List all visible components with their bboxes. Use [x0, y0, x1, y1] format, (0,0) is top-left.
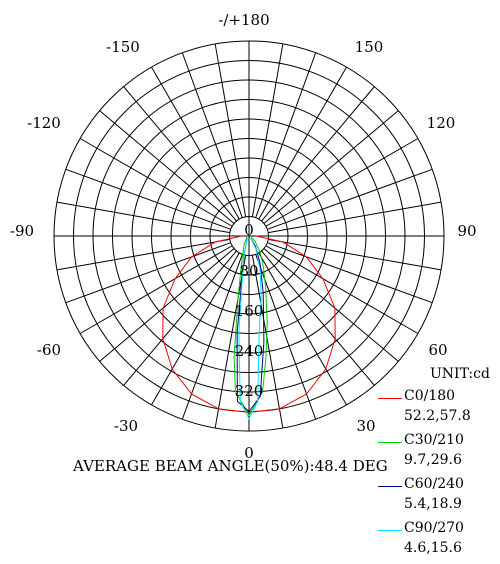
legend-swatch-c0 — [378, 398, 402, 399]
polar-grid — [53, 40, 445, 432]
radial-label-240: 240 — [235, 342, 264, 360]
grid-spoke — [258, 252, 347, 406]
legend-swatch-c30 — [378, 442, 402, 443]
legend-values-c90: 4.6,15.6 — [404, 540, 462, 556]
angle-label-180: -/+180 — [218, 11, 269, 29]
grid-spoke — [99, 110, 235, 224]
grid-spoke — [267, 242, 433, 304]
grid-spoke — [251, 43, 284, 217]
grid-spoke — [214, 43, 247, 217]
grid-spoke — [261, 250, 375, 386]
angle-label-neg30: -30 — [114, 417, 138, 435]
angle-label-neg90: -90 — [10, 222, 34, 240]
grid-spoke — [265, 245, 419, 334]
angle-label-90: 90 — [457, 222, 476, 240]
grid-spoke — [181, 52, 243, 218]
legend-name-c30: C30/210 — [404, 432, 464, 448]
legend-name-c0: C0/180 — [404, 388, 456, 404]
legend-values-c30: 9.7,29.6 — [404, 452, 462, 468]
legend-name-c90: C90/270 — [404, 520, 464, 536]
legend-entry-c90: C90/270 4.6,15.6 — [376, 520, 500, 564]
curve-c30-210 — [233, 236, 268, 417]
legend-swatch-c90 — [378, 530, 402, 531]
grid-spoke — [263, 110, 399, 224]
radial-labels: 0 80 160 240 320 — [235, 221, 264, 400]
grid-spoke — [181, 254, 243, 420]
legend-entry-c60: C60/240 5.4,18.9 — [376, 476, 500, 520]
grid-spoke — [79, 138, 233, 227]
angle-label-neg60: -60 — [37, 341, 61, 359]
grid-spoke — [99, 248, 235, 362]
angle-label-30: 30 — [356, 417, 375, 435]
grid-spoke — [263, 248, 399, 362]
angle-label-150: 150 — [355, 38, 384, 56]
grid-spoke — [255, 52, 317, 218]
legend-entry-c0: C0/180 52.2,57.8 — [376, 388, 500, 432]
grid-spoke — [255, 254, 317, 420]
grid-spoke — [251, 255, 284, 429]
angle-label-0: 0 — [244, 444, 254, 462]
angle-label-neg120: -120 — [27, 114, 61, 132]
grid-spoke — [268, 201, 442, 234]
grid-spoke — [261, 86, 375, 222]
legend-entry-c30: C30/210 9.7,29.6 — [376, 432, 500, 476]
angle-labels: -/+180 -150 150 -120 120 -90 90 -60 60 -… — [10, 11, 477, 462]
radial-label-160: 160 — [235, 302, 264, 320]
grid-spoke — [267, 168, 433, 230]
radial-label-320: 320 — [235, 382, 264, 400]
intensity-curves — [162, 235, 336, 420]
grid-spoke — [151, 66, 240, 220]
grid-spoke — [214, 255, 247, 429]
grid-spoke — [56, 238, 230, 271]
legend-values-c60: 5.4,18.9 — [404, 496, 462, 512]
beam-angle-footer: AVERAGE BEAM ANGLE(50%):48.4 DEG — [73, 457, 388, 475]
angle-label-120: 120 — [427, 114, 456, 132]
angle-label-60: 60 — [428, 341, 447, 359]
radial-label-0: 0 — [244, 221, 254, 239]
legend-name-c60: C60/240 — [404, 476, 464, 492]
grid-spoke — [268, 238, 442, 271]
radial-label-80: 80 — [239, 262, 258, 280]
grid-spoke — [265, 138, 419, 227]
angle-label-neg150: -150 — [106, 38, 140, 56]
legend: UNIT:cd C0/180 52.2,57.8 C30/210 9.7,29.… — [376, 366, 500, 564]
unit-label: UNIT:cd — [430, 366, 490, 382]
curve-c0-180 — [162, 235, 336, 414]
grid-spoke — [65, 168, 231, 230]
grid-spoke — [151, 252, 240, 406]
curve-c60-240 — [236, 237, 265, 413]
grid-spoke — [56, 201, 230, 234]
legend-swatch-c60 — [378, 486, 402, 487]
grid-spoke — [79, 245, 233, 334]
curve-c90-270 — [238, 237, 262, 420]
grid-spoke — [65, 242, 231, 304]
legend-values-c0: 52.2,57.8 — [404, 408, 471, 424]
grid-spoke — [123, 86, 237, 222]
grid-spoke — [258, 66, 347, 220]
grid-spoke — [123, 250, 237, 386]
